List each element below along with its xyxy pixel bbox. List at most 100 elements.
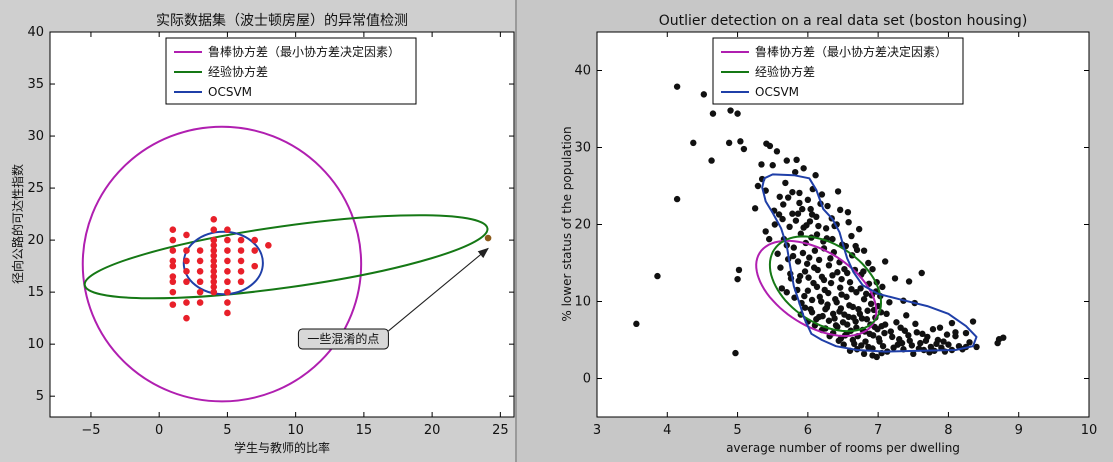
right-data-point [901,327,909,334]
right-data-point [812,172,819,179]
left-x-tick-label: 0 [155,423,163,438]
right-data-point [780,201,787,208]
right-data-point [810,264,818,271]
right-data-point [801,292,808,300]
left-data-point [224,268,231,275]
right-data-point [834,188,842,195]
right-data-point [918,269,925,277]
right-x-ticks: 3 4 5 6 7 8 9 10 [593,32,1097,438]
right-data-point [734,110,741,117]
right-data-point [848,285,855,293]
left-x-axis-label: 学生与教师的比率 [234,440,330,455]
right-data-point [789,188,796,196]
right-data-point [808,309,816,316]
left-data-point [210,288,218,296]
left-data-point [169,288,177,296]
right-data-point [805,274,812,281]
left-data-point [183,299,190,306]
left-x-tick-label: 5 [223,423,231,438]
right-data-point [825,289,832,297]
left-points [169,215,492,322]
right-data-point [815,222,822,230]
left-data-point [169,301,177,308]
right-data-point [786,223,793,231]
left-legend-box [165,37,417,105]
right-data-point [905,332,912,339]
right-data-point [917,339,924,347]
right-x-tick-label: 10 [1081,423,1098,438]
right-data-point [797,230,805,237]
right-x-tick-label: 9 [1015,423,1023,438]
right-data-point [790,244,797,251]
right-x-tick-label: 6 [804,423,812,438]
right-data-point [841,311,848,318]
right-data-point [777,264,784,271]
right-data-point [876,338,883,345]
right-data-point [818,298,825,305]
left-y-ticks: 5 10 15 20 25 30 35 40 [27,25,514,404]
right-data-point [843,293,850,301]
right-data-point [862,290,870,297]
right-data-point [858,342,865,349]
right-data-point [889,333,896,341]
right-data-point [799,249,807,257]
right-curve-ocsvm [761,173,978,353]
right-data-point [803,260,811,267]
left-data-point [196,278,204,286]
right-data-point [838,275,845,283]
right-y-tick-label: 10 [574,295,591,310]
right-data-point [860,247,868,254]
right-data-point [673,83,681,90]
left-data-point [169,247,177,254]
left-data-point [210,215,218,223]
left-data-point [196,268,204,275]
right-data-point [822,225,830,232]
right-data-point [891,275,899,282]
left-ellipse-3 [182,230,264,296]
right-data-point [834,269,841,276]
right-data-point [973,343,980,351]
right-data-point [815,313,823,321]
right-data-point [725,139,733,147]
right-data-point [794,258,802,265]
left-data-point [196,299,204,306]
right-data-point [857,285,864,292]
right-plot-frame [596,31,1090,418]
right-data-point [878,322,885,330]
right-legend-box [712,37,964,105]
right-data-point [929,326,937,333]
right-data-point [792,168,799,176]
right-data-point [865,343,872,351]
right-data-point [813,283,821,291]
left-data-point [183,257,190,265]
left-data-point [183,314,190,322]
left-data-point [224,247,231,254]
right-data-point [833,299,840,306]
right-data-point [783,289,790,296]
left-data-point [210,257,218,265]
right-data-point [855,306,862,313]
annotation-box [297,328,389,350]
right-data-point [825,262,833,269]
right-data-point [825,317,833,324]
right-data-point [633,320,640,328]
right-data-point [813,213,820,220]
right-data-point [994,339,1001,347]
left-data-point [169,278,177,286]
left-x-tick-label: −5 [81,423,100,438]
right-data-point [863,316,871,323]
left-data-point [196,247,204,254]
left-x-tick-label: 15 [356,423,373,438]
right-data-point [758,161,765,168]
left-data-point [169,226,177,234]
right-data-point [807,205,814,213]
right-y-ticks: 0 10 20 30 40 [574,64,1089,387]
right-data-point [654,272,661,280]
right-data-point [813,231,821,238]
left-data-point [237,268,245,275]
right-data-point [850,314,857,321]
right-data-point [873,353,880,361]
right-data-point [762,228,769,235]
left-data-point [224,309,231,317]
